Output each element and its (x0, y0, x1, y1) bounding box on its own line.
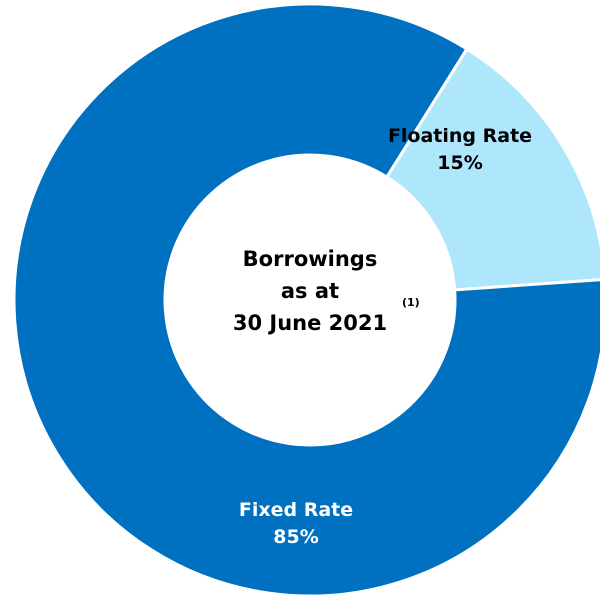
slice-fixed-rate (12, 2, 600, 598)
slice-value-floating-rate: 15% (437, 152, 482, 174)
slice-value-fixed-rate: 85% (273, 526, 318, 548)
center-label-line-3: 30 June 2021 (233, 311, 387, 335)
center-label-line-1: Borrowings (243, 247, 378, 271)
center-label-line-2: as at (281, 279, 339, 303)
center-label: Borrowings as at 30 June 2021 (1) (233, 247, 420, 335)
slice-labels-group: Fixed Rate 85% Floating Rate 15% (239, 125, 532, 548)
center-label-footnote: (1) (402, 296, 420, 309)
slice-floating-rate (384, 46, 600, 292)
slice-label-floating-rate: Floating Rate (388, 125, 532, 147)
slice-label-fixed-rate: Fixed Rate (239, 499, 353, 521)
slices-group (12, 2, 600, 598)
